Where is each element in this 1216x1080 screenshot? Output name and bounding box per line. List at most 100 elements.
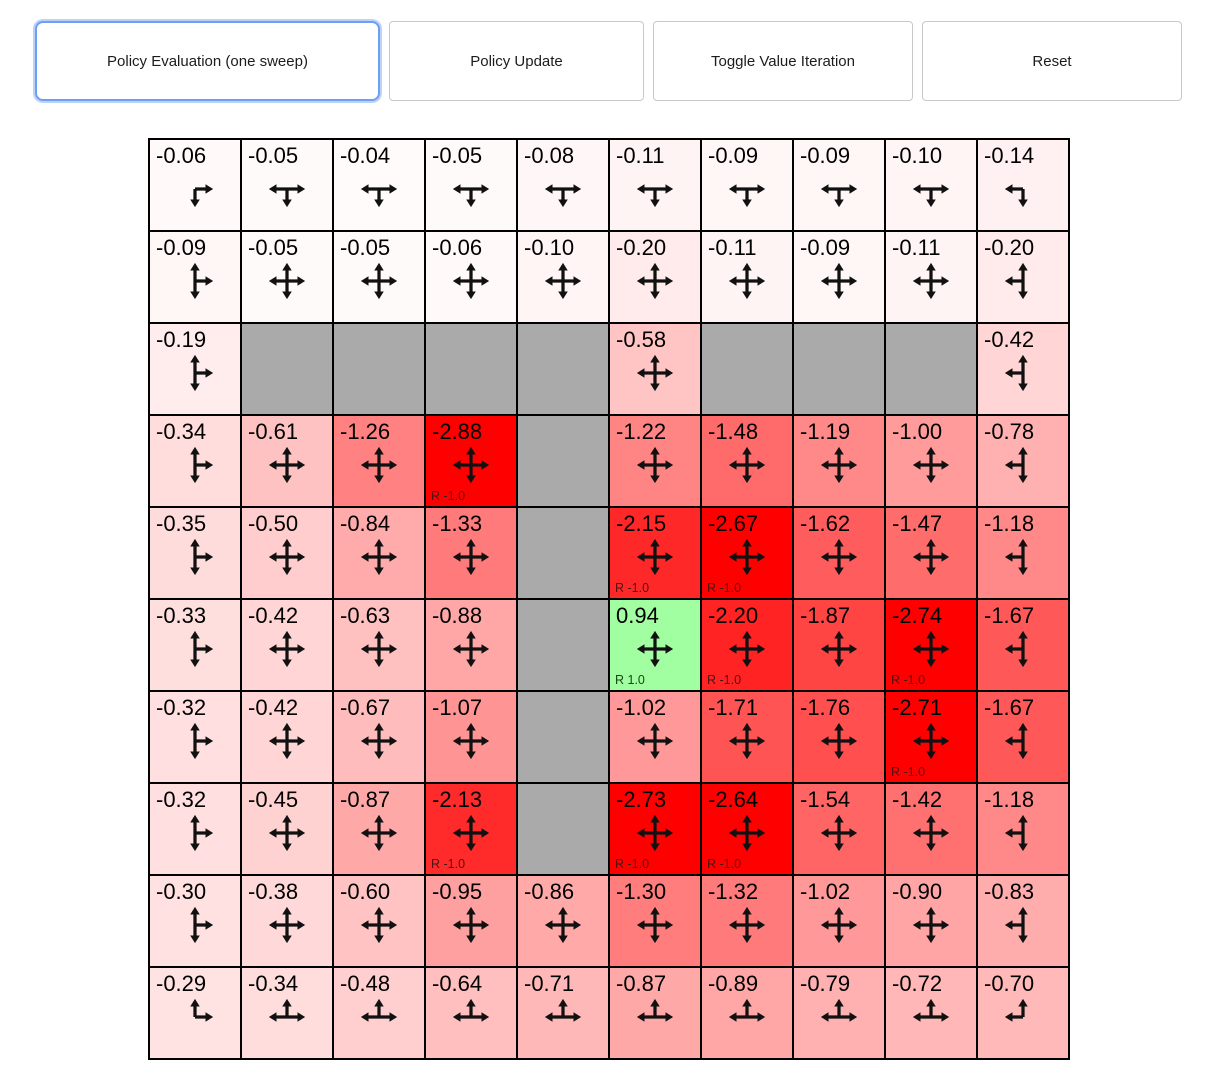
state-cell[interactable]: -1.18 <box>977 783 1069 875</box>
state-cell[interactable]: -0.70 <box>977 967 1069 1059</box>
state-cell[interactable]: -0.19 <box>149 323 241 415</box>
state-cell[interactable]: -0.09 <box>793 231 885 323</box>
policy-evaluation-button[interactable]: Policy Evaluation (one sweep) <box>35 21 380 101</box>
state-cell[interactable]: -0.87 <box>609 967 701 1059</box>
state-cell[interactable]: -2.71 R -1.0 <box>885 691 977 783</box>
state-value: -0.42 <box>984 327 1035 352</box>
state-cell[interactable]: -0.42 <box>241 691 333 783</box>
state-cell[interactable]: -0.78 <box>977 415 1069 507</box>
state-cell[interactable]: -0.20 <box>609 231 701 323</box>
state-cell[interactable]: -1.02 <box>793 875 885 967</box>
state-cell[interactable]: -0.05 <box>425 139 517 231</box>
state-cell[interactable]: -0.35 <box>149 507 241 599</box>
state-cell[interactable]: -0.11 <box>885 231 977 323</box>
state-cell[interactable]: -0.05 <box>241 139 333 231</box>
state-cell[interactable]: -0.83 <box>977 875 1069 967</box>
state-cell[interactable]: -0.88 <box>425 599 517 691</box>
state-cell[interactable]: -0.05 <box>333 231 425 323</box>
state-cell[interactable]: -0.09 <box>793 139 885 231</box>
state-cell[interactable]: -0.32 <box>149 783 241 875</box>
policy-update-button[interactable]: Policy Update <box>389 21 644 101</box>
state-cell[interactable]: -0.42 <box>977 323 1069 415</box>
state-cell[interactable]: -1.00 <box>885 415 977 507</box>
state-cell[interactable]: -0.05 <box>241 231 333 323</box>
state-cell[interactable]: -1.54 <box>793 783 885 875</box>
state-cell[interactable]: -1.76 <box>793 691 885 783</box>
state-cell[interactable]: -0.09 <box>701 139 793 231</box>
state-cell[interactable]: -0.08 <box>517 139 609 231</box>
state-cell[interactable]: -0.63 <box>333 599 425 691</box>
toggle-value-iteration-button[interactable]: Toggle Value Iteration <box>653 21 913 101</box>
state-cell[interactable]: -0.71 <box>517 967 609 1059</box>
state-cell[interactable]: -0.87 <box>333 783 425 875</box>
state-cell[interactable]: -1.19 <box>793 415 885 507</box>
state-cell[interactable]: -0.45 <box>241 783 333 875</box>
state-cell[interactable]: -0.32 <box>149 691 241 783</box>
state-value: -0.63 <box>340 603 391 628</box>
state-cell[interactable]: -1.30 <box>609 875 701 967</box>
state-cell[interactable]: -0.86 <box>517 875 609 967</box>
state-cell[interactable]: -2.67 R -1.0 <box>701 507 793 599</box>
state-cell[interactable]: -0.89 <box>701 967 793 1059</box>
state-cell[interactable]: -1.67 <box>977 599 1069 691</box>
state-cell[interactable]: -0.95 <box>425 875 517 967</box>
reset-button[interactable]: Reset <box>922 21 1182 101</box>
state-cell[interactable]: 0.94 R 1.0 <box>609 599 701 691</box>
state-cell[interactable]: -2.20 R -1.0 <box>701 599 793 691</box>
state-cell[interactable]: -0.84 <box>333 507 425 599</box>
reward-label: R -1.0 <box>615 857 650 871</box>
state-value: -1.48 <box>708 419 759 444</box>
state-cell[interactable]: -0.20 <box>977 231 1069 323</box>
state-cell[interactable]: -2.13 R -1.0 <box>425 783 517 875</box>
state-cell[interactable]: -2.15 R -1.0 <box>609 507 701 599</box>
state-cell[interactable]: -0.67 <box>333 691 425 783</box>
state-cell[interactable]: -0.06 <box>425 231 517 323</box>
state-value: -0.84 <box>340 511 391 536</box>
state-cell[interactable]: -1.62 <box>793 507 885 599</box>
state-cell[interactable]: -0.60 <box>333 875 425 967</box>
state-cell[interactable]: -2.88 R -1.0 <box>425 415 517 507</box>
state-cell[interactable]: -0.10 <box>885 139 977 231</box>
state-cell[interactable]: -0.48 <box>333 967 425 1059</box>
state-cell[interactable]: -0.04 <box>333 139 425 231</box>
state-cell[interactable]: -1.02 <box>609 691 701 783</box>
wall-cell <box>701 323 793 415</box>
state-cell[interactable]: -0.38 <box>241 875 333 967</box>
state-cell[interactable]: -0.33 <box>149 599 241 691</box>
state-cell[interactable]: -1.18 <box>977 507 1069 599</box>
state-cell[interactable]: -0.58 <box>609 323 701 415</box>
state-cell[interactable]: -1.32 <box>701 875 793 967</box>
state-cell[interactable]: -0.30 <box>149 875 241 967</box>
state-cell[interactable]: -2.74 R -1.0 <box>885 599 977 691</box>
state-cell[interactable]: -1.67 <box>977 691 1069 783</box>
state-cell[interactable]: -0.64 <box>425 967 517 1059</box>
state-cell[interactable]: -0.50 <box>241 507 333 599</box>
state-cell[interactable]: -0.06 <box>149 139 241 231</box>
state-cell[interactable]: -0.90 <box>885 875 977 967</box>
state-cell[interactable]: -0.61 <box>241 415 333 507</box>
state-cell[interactable]: -1.87 <box>793 599 885 691</box>
state-cell[interactable]: -0.11 <box>609 139 701 231</box>
state-value: -0.05 <box>340 235 391 260</box>
policy-arrows-icon <box>728 630 766 667</box>
state-cell[interactable]: -0.10 <box>517 231 609 323</box>
state-cell[interactable]: -1.07 <box>425 691 517 783</box>
state-cell[interactable]: -0.72 <box>885 967 977 1059</box>
state-cell[interactable]: -0.34 <box>149 415 241 507</box>
state-cell[interactable]: -1.71 <box>701 691 793 783</box>
state-cell[interactable]: -2.64 R -1.0 <box>701 783 793 875</box>
state-cell[interactable]: -1.22 <box>609 415 701 507</box>
state-cell[interactable]: -1.26 <box>333 415 425 507</box>
state-cell[interactable]: -0.42 <box>241 599 333 691</box>
state-cell[interactable]: -0.09 <box>149 231 241 323</box>
state-cell[interactable]: -1.33 <box>425 507 517 599</box>
state-cell[interactable]: -0.79 <box>793 967 885 1059</box>
state-cell[interactable]: -1.47 <box>885 507 977 599</box>
state-cell[interactable]: -0.14 <box>977 139 1069 231</box>
state-cell[interactable]: -2.73 R -1.0 <box>609 783 701 875</box>
state-cell[interactable]: -0.11 <box>701 231 793 323</box>
state-cell[interactable]: -0.34 <box>241 967 333 1059</box>
state-cell[interactable]: -1.48 <box>701 415 793 507</box>
state-cell[interactable]: -0.29 <box>149 967 241 1059</box>
state-cell[interactable]: -1.42 <box>885 783 977 875</box>
